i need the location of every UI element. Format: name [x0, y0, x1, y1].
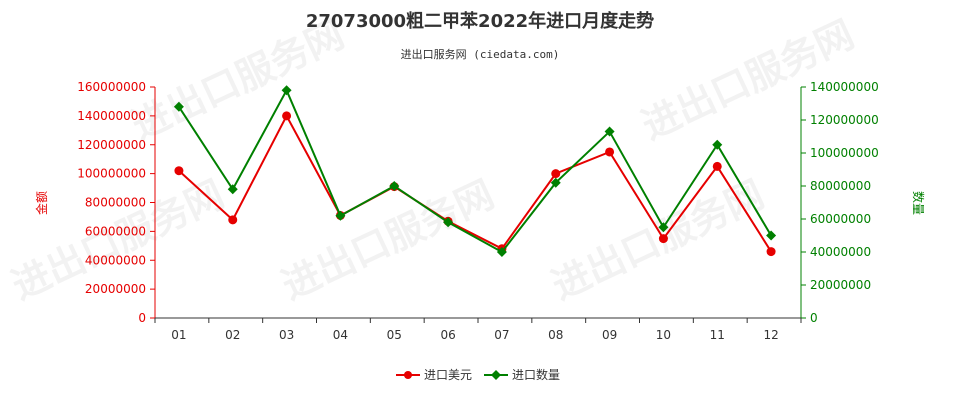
data-point[interactable] [766, 247, 776, 257]
legend-item-amount[interactable]: 进口美元 [396, 368, 472, 382]
y-left-tick-label: 0 [138, 311, 146, 325]
x-tick-label: 09 [602, 328, 617, 342]
y-left-tick-label: 160000000 [77, 80, 146, 94]
data-point[interactable] [389, 181, 400, 191]
y-right-tick-label: 140000000 [810, 80, 879, 94]
series-layer [173, 85, 777, 257]
y-left-tick-label: 60000000 [85, 224, 146, 238]
y-right-tick-label: 0 [810, 311, 818, 325]
series-line-1 [178, 88, 772, 254]
y-right-tick-label: 80000000 [810, 179, 871, 193]
x-tick-label: 06 [440, 328, 455, 342]
x-tick-label: 05 [387, 328, 402, 342]
ticks: 0 20000000 40000000 60000000 80000000 1000000… [77, 80, 878, 342]
x-tick-label: 01 [171, 328, 186, 342]
x-tick-label: 03 [279, 328, 294, 342]
y-right-tick-label: 120000000 [810, 113, 879, 127]
y-left-tick-label: 80000000 [85, 196, 146, 210]
data-point[interactable] [496, 247, 507, 257]
y-right-tick-label: 60000000 [810, 212, 871, 226]
y-axis-right-label: 数量 [911, 191, 926, 215]
data-point[interactable] [173, 101, 184, 112]
data-point[interactable] [228, 215, 238, 225]
data-point[interactable] [443, 217, 454, 228]
y-left-tick-label: 120000000 [77, 138, 146, 152]
x-tick-label: 12 [763, 328, 778, 342]
data-point[interactable] [227, 184, 238, 195]
data-point[interactable] [550, 177, 561, 188]
legend: 进口美元 进口数量 [396, 367, 560, 382]
data-point[interactable] [658, 222, 669, 233]
x-tick-label: 04 [333, 328, 348, 342]
chart-subtitle: 进出口服务网 (ciedata.com) [401, 47, 560, 61]
y-right-tick-label: 40000000 [810, 245, 871, 259]
data-point[interactable] [712, 139, 723, 150]
x-tick-label: 10 [656, 328, 671, 342]
data-point[interactable] [658, 234, 668, 244]
y-right-tick-label: 20000000 [810, 278, 871, 292]
data-point[interactable] [604, 126, 615, 137]
series-line-0 [178, 113, 772, 253]
legend-item-quantity[interactable]: 进口数量 [484, 367, 560, 382]
legend-label-amount: 进口美元 [424, 368, 472, 382]
data-point[interactable] [551, 169, 561, 179]
y-left-tick-label: 140000000 [77, 109, 146, 123]
data-point[interactable] [766, 230, 777, 241]
y-left-tick-label: 100000000 [77, 167, 146, 181]
x-tick-label: 08 [548, 328, 563, 342]
legend-label-quantity: 进口数量 [512, 367, 560, 382]
y-left-tick-label: 20000000 [85, 282, 146, 296]
data-point[interactable] [174, 166, 184, 176]
y-axis-left-label: 金额 [34, 191, 49, 215]
x-tick-label: 07 [494, 328, 509, 342]
chart-title: 27073000粗二甲苯2022年进口月度走势 [306, 10, 654, 32]
data-point[interactable] [605, 147, 615, 157]
y-left-tick-label: 40000000 [85, 253, 146, 267]
x-tick-label: 11 [710, 328, 725, 342]
watermark-text: 进出口服务网 [275, 171, 501, 308]
watermark-text: 进出口服务网 [545, 171, 771, 308]
y-right-tick-label: 100000000 [810, 146, 879, 160]
data-point[interactable] [335, 210, 346, 221]
data-point[interactable] [281, 85, 292, 96]
x-tick-label: 02 [225, 328, 240, 342]
data-point[interactable] [712, 161, 722, 171]
data-point[interactable] [282, 111, 292, 121]
